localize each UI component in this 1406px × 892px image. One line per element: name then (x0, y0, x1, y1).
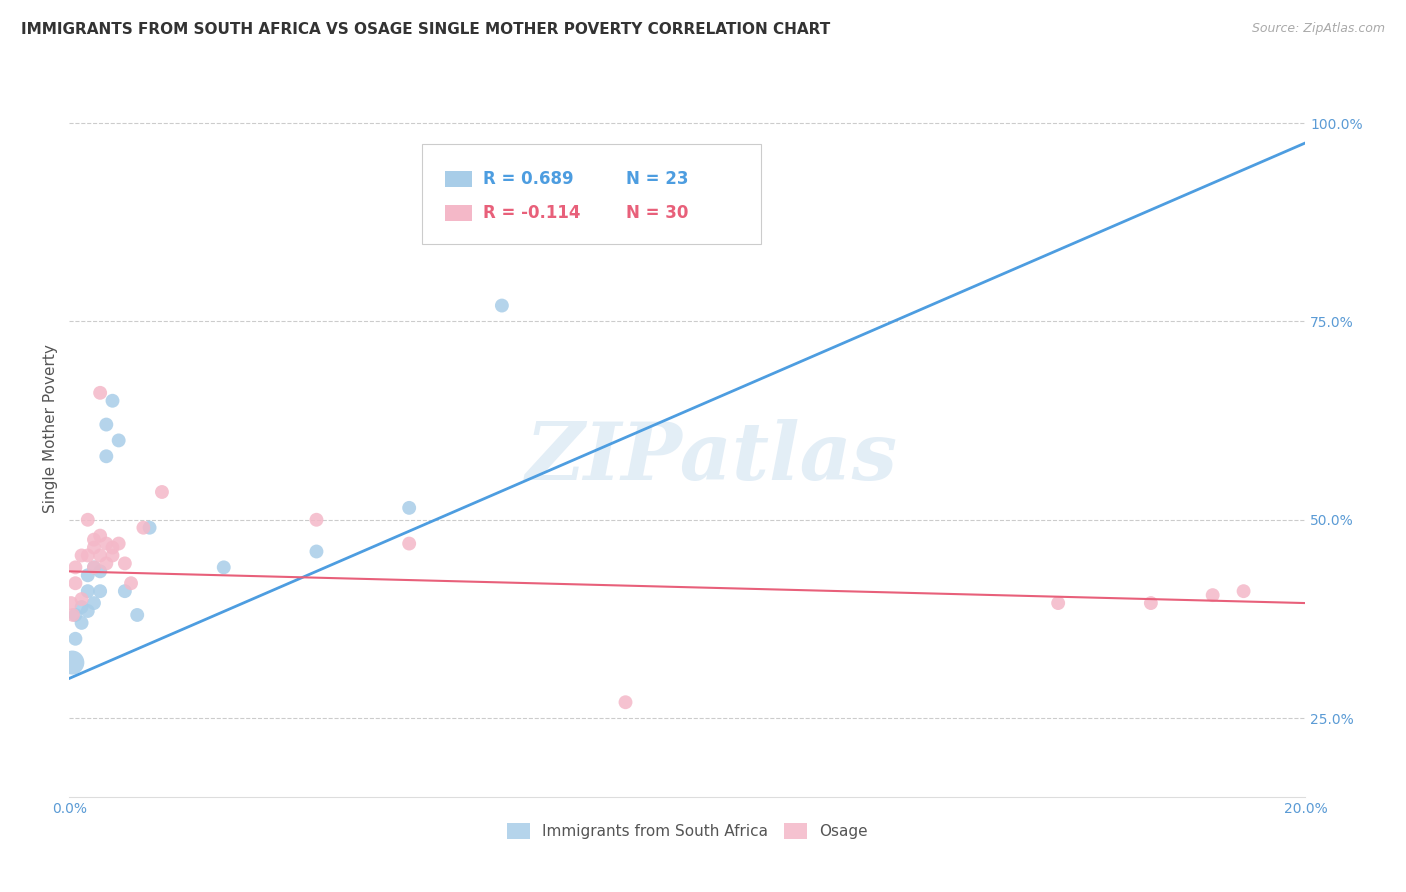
Point (65, 632, 87, 646)
Point (96, 557, 118, 571)
Point (96, 536, 118, 550)
Point (65, 576, 87, 591)
Point (150, 485, 173, 500)
Point (1140, 596, 1163, 610)
Point (127, 607, 149, 622)
Point (89, 549, 111, 563)
Text: Source: ZipAtlas.com: Source: ZipAtlas.com (1251, 22, 1385, 36)
Point (89, 385, 111, 400)
Point (398, 500, 420, 515)
Point (76, 568, 98, 582)
Point (83, 560, 105, 574)
Point (305, 544, 328, 558)
Point (96, 450, 118, 464)
Point (305, 513, 328, 527)
Point (89, 528, 111, 542)
Point (65, 560, 87, 574)
Y-axis label: Single Mother Poverty: Single Mother Poverty (44, 344, 58, 513)
Point (114, 557, 136, 571)
Point (107, 536, 129, 550)
Point (70, 600, 93, 615)
FancyBboxPatch shape (446, 171, 472, 187)
FancyBboxPatch shape (422, 145, 762, 244)
Point (138, 521, 160, 535)
FancyBboxPatch shape (446, 205, 472, 221)
Point (96, 417, 118, 432)
Text: R = -0.114: R = -0.114 (484, 204, 581, 222)
Point (89, 565, 111, 579)
Point (76, 604, 98, 618)
Point (70, 615, 93, 630)
Point (114, 584, 136, 599)
Point (89, 584, 111, 599)
Point (101, 393, 124, 408)
Point (101, 549, 124, 563)
Point (60, 656, 83, 670)
Point (101, 541, 124, 555)
Text: ZIPatlas: ZIPatlas (526, 419, 898, 497)
Point (107, 434, 129, 448)
Point (83, 596, 105, 610)
Point (212, 560, 235, 574)
Point (120, 576, 142, 591)
Point (132, 521, 155, 535)
Point (62, 607, 84, 622)
Point (83, 560, 105, 574)
Text: N = 23: N = 23 (626, 170, 688, 188)
Text: IMMIGRANTS FROM SOUTH AFRICA VS OSAGE SINGLE MOTHER POVERTY CORRELATION CHART: IMMIGRANTS FROM SOUTH AFRICA VS OSAGE SI… (21, 22, 831, 37)
Point (76, 513, 98, 527)
Point (76, 584, 98, 599)
Point (76, 549, 98, 563)
Point (614, 695, 637, 709)
Point (1047, 596, 1070, 610)
Point (60, 596, 83, 610)
Legend: Immigrants from South Africa, Osage: Immigrants from South Africa, Osage (501, 817, 873, 845)
Point (70, 549, 93, 563)
Point (83, 541, 105, 555)
Text: N = 30: N = 30 (626, 204, 688, 222)
Point (65, 607, 87, 622)
Point (70, 592, 93, 607)
Point (398, 536, 420, 550)
Point (83, 533, 105, 547)
Point (491, 299, 513, 313)
Text: R = 0.689: R = 0.689 (484, 170, 574, 188)
Point (1202, 588, 1225, 602)
Point (1232, 584, 1254, 599)
